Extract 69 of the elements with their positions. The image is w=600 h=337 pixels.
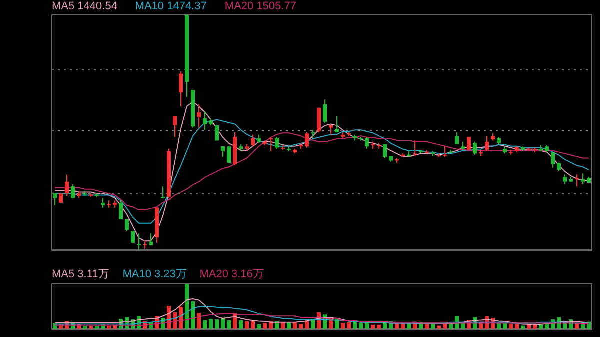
text: MA10 3.23万	[122, 268, 187, 280]
candlestick	[305, 132, 309, 148]
bar	[425, 324, 429, 329]
candlestick	[551, 152, 555, 168]
candlestick	[383, 144, 387, 159]
candlestick	[563, 174, 567, 185]
candlestick	[581, 173, 585, 185]
bar	[197, 313, 201, 329]
bar	[299, 324, 303, 329]
bar	[509, 324, 513, 329]
bar	[185, 284, 189, 329]
bar	[257, 324, 261, 329]
candlestick	[101, 198, 105, 208]
candlestick	[365, 136, 369, 150]
bar	[449, 324, 453, 329]
bar	[179, 306, 183, 329]
text: MA20 3.16万	[200, 268, 264, 280]
bar	[545, 324, 549, 329]
bar	[377, 324, 381, 329]
bar	[521, 326, 525, 329]
candlestick	[179, 70, 183, 108]
candlestick	[473, 141, 477, 156]
bar	[239, 320, 243, 329]
candlestick	[161, 186, 165, 199]
bar	[83, 326, 87, 329]
bar	[437, 326, 441, 329]
candlestick	[203, 110, 207, 131]
text: MA10 1474.37	[135, 0, 207, 12]
bar	[347, 322, 351, 329]
text: MA20 1505.77	[224, 0, 296, 12]
candlestick	[119, 200, 123, 220]
bar	[89, 326, 93, 329]
candlestick	[71, 184, 75, 199]
candlestick	[323, 99, 327, 124]
bar	[533, 324, 537, 329]
bar	[353, 321, 357, 329]
bar	[209, 319, 213, 329]
bar	[221, 318, 225, 329]
candlestick	[335, 116, 339, 133]
candlestick	[275, 136, 279, 150]
bar	[95, 326, 99, 329]
candlestick	[329, 124, 333, 136]
candlestick	[413, 140, 417, 156]
bar	[263, 323, 267, 329]
text: MA5 3.11万	[52, 268, 110, 280]
bar	[329, 319, 333, 329]
bar	[539, 324, 543, 329]
candlestick	[137, 233, 141, 250]
candlestick	[65, 174, 69, 196]
candlestick	[317, 107, 321, 133]
candlestick	[173, 116, 177, 138]
candlestick	[197, 104, 201, 128]
candlestick	[53, 193, 57, 206]
bar	[215, 320, 219, 329]
bar	[203, 320, 207, 329]
bar	[371, 324, 375, 329]
bar	[191, 302, 195, 329]
bar	[251, 321, 255, 329]
candlestick	[221, 146, 225, 158]
candlestick	[455, 132, 459, 145]
candlestick	[251, 134, 255, 148]
bar	[245, 321, 249, 329]
bar	[359, 323, 363, 329]
text: MA5 1440.54	[52, 0, 118, 12]
bar	[341, 323, 345, 329]
bar	[227, 320, 231, 329]
candlestick	[149, 233, 153, 246]
bar	[107, 326, 111, 329]
candlestick	[485, 136, 489, 152]
